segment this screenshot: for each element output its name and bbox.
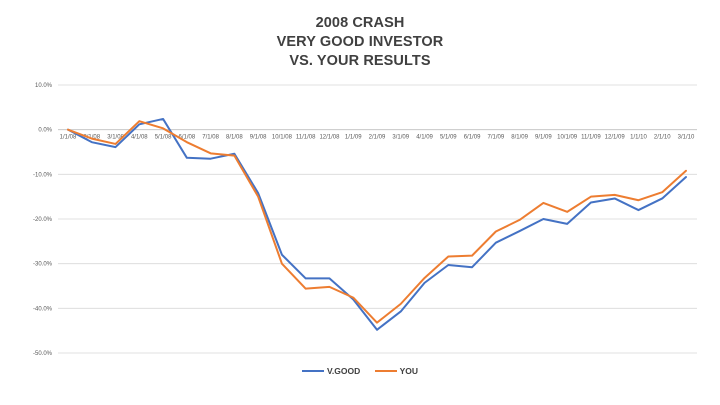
legend-swatch-vgood (301, 370, 324, 372)
x-tick-label: 5/1/09 (440, 135, 457, 141)
y-tick-label: 0.0% (38, 128, 52, 134)
x-tick-label: 3/1/10 (678, 135, 695, 141)
x-tick-label: 9/1/08 (250, 135, 267, 141)
y-axis-ticks: 10.0% 0.0% -10.0% -20.0% -30.0% -40.0% -50.0% (33, 83, 53, 357)
x-tick-label: 2/1/10 (654, 135, 671, 141)
series-lines (67, 117, 687, 331)
x-tick-label: 3/1/08 (107, 135, 124, 141)
legend-item-you: YOU (374, 366, 419, 376)
x-tick-label: 11/1/09 (581, 135, 601, 141)
legend-label-you: YOU (399, 366, 419, 376)
series-line-vgood (67, 117, 687, 331)
x-tick-label: 9/1/09 (535, 135, 552, 141)
x-tick-label: 1/1/10 (630, 135, 647, 141)
x-tick-label: 12/1/09 (605, 135, 626, 141)
x-tick-label: 7/1/09 (488, 135, 505, 141)
x-tick-label: 4/1/09 (416, 135, 433, 141)
y-tick-label: -20.0% (33, 217, 53, 223)
x-tick-label: 5/1/08 (155, 135, 172, 141)
x-tick-label: 10/1/09 (557, 135, 578, 141)
x-axis-ticks: 1/1/08 2/1/08 3/1/08 4/1/08 5/1/08 6/1/08 7/1/… (60, 135, 695, 141)
chart-title: 2008 CRASH VERY GOOD INVESTOR VS. YOUR R… (0, 14, 720, 71)
series-line-you (67, 120, 687, 324)
x-tick-label: 7/1/08 (202, 135, 219, 141)
x-tick-label: 1/1/09 (345, 135, 362, 141)
x-tick-label: 10/1/08 (272, 135, 293, 141)
y-tick-label: -10.0% (33, 172, 53, 178)
legend-swatch-you (374, 370, 397, 372)
x-tick-label: 6/1/09 (464, 135, 481, 141)
x-tick-label: 4/1/08 (131, 135, 148, 141)
chart-title-line-2: VERY GOOD INVESTOR (276, 34, 444, 50)
x-tick-label: 6/1/08 (179, 135, 196, 141)
x-tick-label: 8/1/08 (226, 135, 243, 141)
x-tick-label: 1/1/08 (60, 135, 77, 141)
y-tick-label: 10.0% (35, 83, 53, 89)
x-tick-label: 3/1/09 (392, 135, 409, 141)
chart-title-line-1: 2008 CRASH (315, 15, 405, 31)
legend: V.GOOD YOU (0, 364, 720, 376)
x-tick-label: 2/1/09 (369, 135, 386, 141)
legend-label-vgood: V.GOOD (326, 366, 361, 376)
x-tick-label: 12/1/08 (319, 135, 340, 141)
y-tick-label: -30.0% (33, 262, 53, 268)
chart-title-line-3: VS. YOUR RESULTS (289, 53, 431, 69)
y-tick-label: -40.0% (33, 306, 53, 312)
x-tick-label: 11/1/08 (296, 135, 316, 141)
x-tick-label: 8/1/09 (511, 135, 528, 141)
y-tick-label: -50.0% (33, 351, 53, 357)
legend-item-vgood: V.GOOD (301, 366, 361, 376)
